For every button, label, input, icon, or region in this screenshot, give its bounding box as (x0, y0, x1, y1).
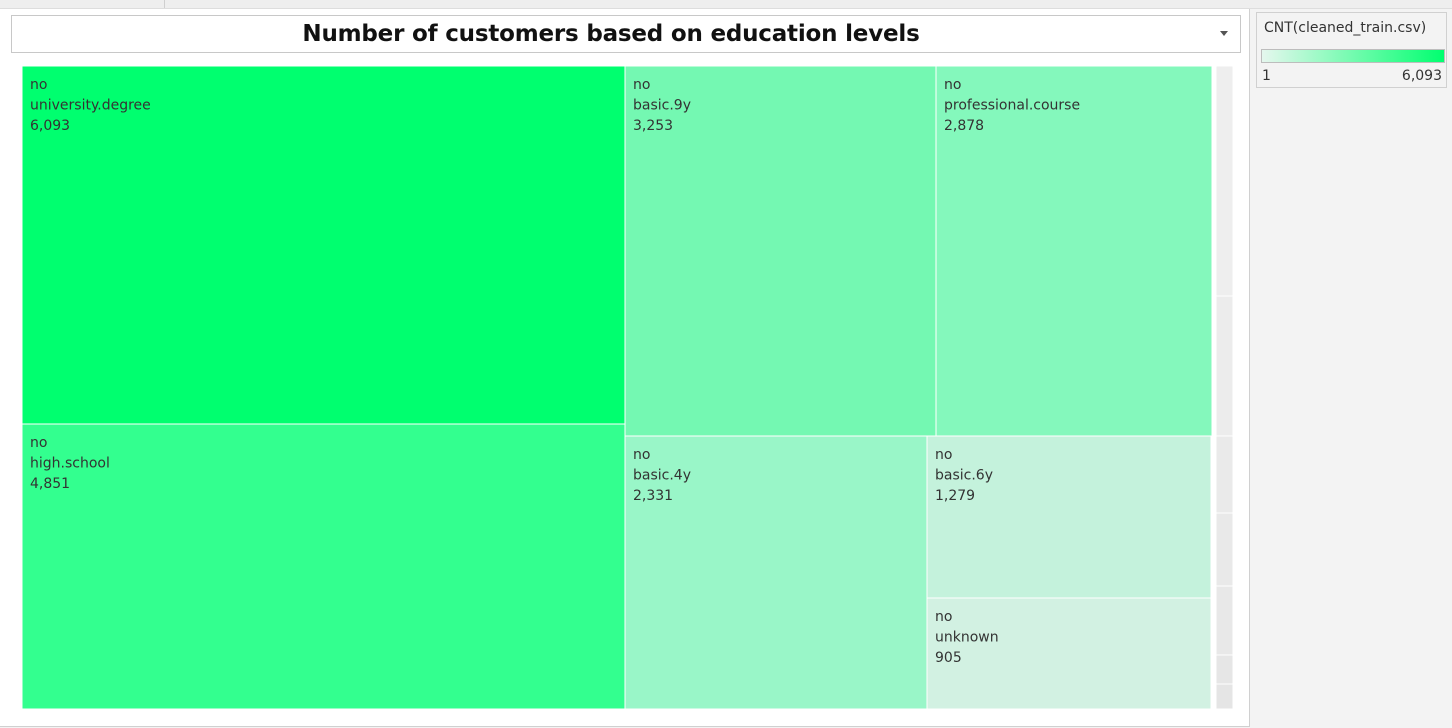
tab-divider (164, 0, 165, 8)
treemap-cell-professional-course[interactable]: no professional.course 2,878 (935, 65, 1213, 437)
legend-title: CNT(cleaned_train.csv) (1264, 20, 1427, 36)
treemap-rect[interactable] (21, 423, 626, 710)
treemap-small-cell[interactable] (1215, 683, 1234, 710)
treemap-cell-basic-4y[interactable]: no basic.4y 2,331 (624, 435, 928, 710)
top-strip (0, 0, 1452, 9)
treemap-category-label: basic.9y (633, 98, 691, 114)
treemap-rect[interactable] (624, 65, 937, 437)
treemap-cell-high-school[interactable]: no high.school 4,851 (21, 423, 626, 710)
treemap-group-label: no (633, 77, 650, 93)
treemap-value-label: 1,279 (935, 488, 975, 504)
treemap-group-label: no (30, 435, 47, 451)
treemap-group-label: no (633, 447, 650, 463)
treemap-rect[interactable] (21, 65, 626, 425)
treemap-category-label: basic.4y (633, 468, 691, 484)
treemap-category-label: basic.6y (935, 468, 993, 484)
title-dropdown-caret-icon[interactable] (1220, 31, 1228, 36)
treemap-cell-university-degree[interactable]: no university.degree 6,093 (21, 65, 626, 425)
treemap-cells: no university.degree 6,093 no high.school 4,8… (21, 65, 1213, 710)
treemap-small-cell[interactable] (1215, 65, 1234, 297)
treemap-cell-basic-9y[interactable]: no basic.9y 3,253 (624, 65, 937, 437)
treemap-group-label: no (935, 609, 952, 625)
treemap-category-label: professional.course (944, 98, 1080, 114)
treemap-value-label: 2,878 (944, 118, 984, 134)
chart-title: Number of customers based on education l… (302, 21, 920, 47)
treemap-group-label: no (944, 77, 961, 93)
treemap-rect[interactable] (935, 65, 1213, 437)
treemap-category-label: university.degree (30, 98, 151, 114)
treemap-small-cell[interactable] (1215, 295, 1234, 437)
treemap-category-label: unknown (935, 630, 999, 646)
treemap-small-cell[interactable] (1215, 585, 1234, 656)
treemap-cell-unknown[interactable]: no unknown 905 (926, 597, 1212, 710)
legend-min-label: 1 (1262, 68, 1271, 84)
treemap-value-label: 6,093 (30, 118, 70, 134)
treemap-group-label: no (935, 447, 952, 463)
treemap-rect[interactable] (926, 435, 1212, 599)
treemap-cell-basic-6y[interactable]: no basic.6y 1,279 (926, 435, 1212, 599)
color-legend[interactable]: CNT(cleaned_train.csv) 1 6,093 (1256, 12, 1447, 88)
treemap-overflow-strip (1215, 65, 1234, 710)
treemap-small-cell[interactable] (1215, 654, 1234, 685)
treemap-rect[interactable] (624, 435, 928, 710)
treemap-small-cell[interactable] (1215, 435, 1234, 514)
treemap-value-label: 4,851 (30, 476, 70, 492)
legend-max-label: 6,093 (1401, 68, 1442, 84)
treemap-value-label: 3,253 (633, 118, 673, 134)
treemap-small-cell[interactable] (1215, 512, 1234, 587)
treemap-value-label: 2,331 (633, 488, 673, 504)
treemap-category-label: high.school (30, 456, 110, 472)
chart-title-bar[interactable]: Number of customers based on education l… (11, 15, 1241, 53)
treemap-group-label: no (30, 77, 47, 93)
treemap-value-label: 905 (935, 650, 962, 666)
legend-gradient-bar (1261, 49, 1445, 63)
treemap-rect[interactable] (926, 597, 1212, 710)
